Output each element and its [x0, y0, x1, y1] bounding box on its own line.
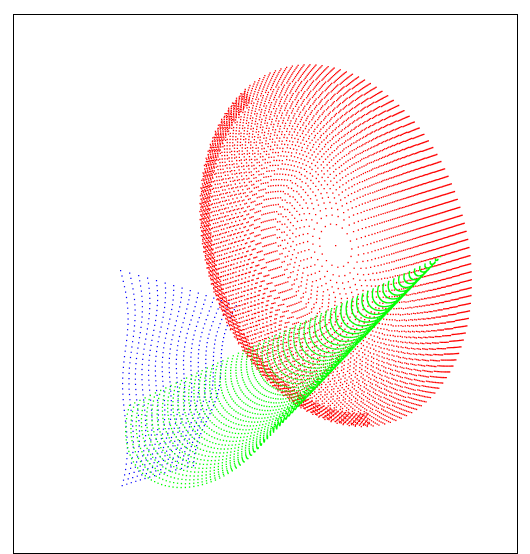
blue-surface-points	[120, 270, 237, 487]
green-surface-points	[125, 256, 442, 489]
plot-frame	[13, 14, 518, 554]
point-cloud-canvas	[120, 64, 473, 489]
red-surface-points	[199, 64, 473, 428]
plot-viewport	[13, 14, 518, 554]
